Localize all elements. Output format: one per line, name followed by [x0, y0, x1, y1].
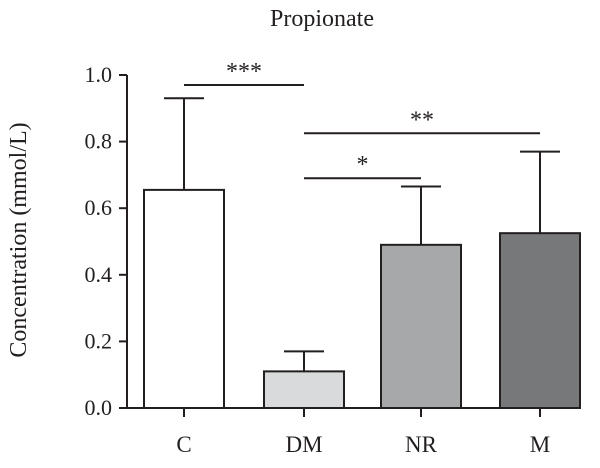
x-tick-label: NR	[405, 432, 438, 457]
x-tick-label: M	[530, 432, 550, 457]
y-tick-label: 0.0	[85, 395, 113, 420]
x-tick-label: C	[176, 432, 191, 457]
y-tick-label: 0.8	[85, 129, 113, 154]
x-tick-label: DM	[285, 432, 322, 457]
y-axis-ticks: 0.0 0.2 0.4 0.6 0.8 1.0	[85, 62, 127, 420]
y-tick-label: 0.4	[85, 262, 113, 287]
chart-title: Propionate	[270, 6, 374, 32]
y-tick-label: 0.2	[85, 328, 113, 353]
x-axis-ticks: C DM NR M	[176, 408, 550, 457]
y-tick-label: 1.0	[85, 62, 113, 87]
significance-label: **	[410, 107, 434, 133]
bar-m	[499, 232, 581, 409]
bar-c	[143, 188, 225, 409]
bar-nr	[380, 243, 462, 409]
error-bars	[164, 97, 560, 372]
bar-dm	[263, 370, 345, 409]
significance-label: ***	[226, 59, 262, 85]
bars	[143, 188, 581, 409]
significance-brackets: ******	[184, 59, 540, 180]
significance-label: *	[357, 152, 369, 178]
y-tick-label: 0.6	[85, 195, 113, 220]
y-axis-label: Concentration (mmol/L)	[6, 122, 32, 357]
